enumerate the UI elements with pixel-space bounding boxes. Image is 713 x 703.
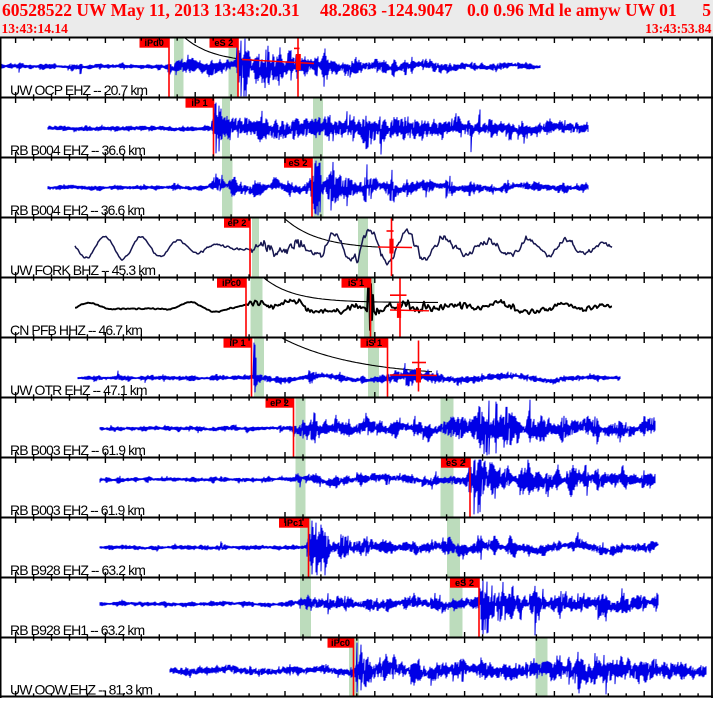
svg-text:eS 2: eS 2	[455, 578, 474, 588]
svg-text:iPc0: iPc0	[331, 638, 350, 648]
svg-text:iS 1: iS 1	[366, 338, 382, 348]
svg-text:60528522 UW May 11, 2013 13:43: 60528522 UW May 11, 2013 13:43:20.31	[2, 0, 300, 20]
svg-text:13:43:53.84: 13:43:53.84	[645, 21, 712, 36]
svg-text:iPd0: iPd0	[144, 38, 163, 48]
svg-text:iPc0: iPc0	[222, 278, 241, 288]
svg-text:RB B928 EHZ -- 63.2 km: RB B928 EHZ -- 63.2 km	[10, 562, 145, 578]
svg-text:0.0 0.96 Md le amyw UW 01: 0.0 0.96 Md le amyw UW 01	[467, 0, 677, 20]
svg-text:CN PFB HHZ -- 46.7 km: CN PFB HHZ -- 46.7 km	[10, 322, 142, 338]
svg-text:48.2863 -124.9047: 48.2863 -124.9047	[320, 0, 453, 20]
svg-text:eS 2: eS 2	[214, 38, 233, 48]
svg-text:UW OTR EHZ -- 47.1 km: UW OTR EHZ -- 47.1 km	[10, 382, 147, 398]
svg-text:eP 2: eP 2	[270, 398, 289, 408]
svg-text:RB B003 EH2 -- 61.9 km: RB B003 EH2 -- 61.9 km	[10, 502, 144, 518]
svg-text:eS 2: eS 2	[289, 158, 308, 168]
svg-text:iP 1: iP 1	[229, 338, 245, 348]
svg-text:iS 1: iS 1	[348, 278, 364, 288]
svg-text:UW OOW EHZ -- 81.3 km: UW OOW EHZ -- 81.3 km	[10, 681, 152, 697]
svg-text:iPc1: iPc1	[284, 518, 303, 528]
svg-text:5: 5	[702, 0, 711, 20]
svg-text:13:43:14.14: 13:43:14.14	[2, 21, 69, 36]
svg-text:RB B004 EHZ -- 36.6 km: RB B004 EHZ -- 36.6 km	[10, 142, 145, 158]
svg-text:UW FORK BHZ -- 45.3 km: UW FORK BHZ -- 45.3 km	[10, 262, 155, 278]
svg-text:eP 2: eP 2	[228, 218, 247, 228]
svg-text:eS 2: eS 2	[446, 458, 465, 468]
svg-text:iP 1: iP 1	[191, 98, 207, 108]
svg-text:RB B004 EH2 -- 36.6 km: RB B004 EH2 -- 36.6 km	[10, 202, 144, 218]
svg-text:UW OCP EHZ -- 20.7 km: UW OCP EHZ -- 20.7 km	[10, 82, 147, 98]
svg-text:RB B928 EH1 -- 63.2 km: RB B928 EH1 -- 63.2 km	[10, 622, 144, 638]
svg-text:RB B003 EHZ -- 61.9 km: RB B003 EHZ -- 61.9 km	[10, 442, 145, 458]
